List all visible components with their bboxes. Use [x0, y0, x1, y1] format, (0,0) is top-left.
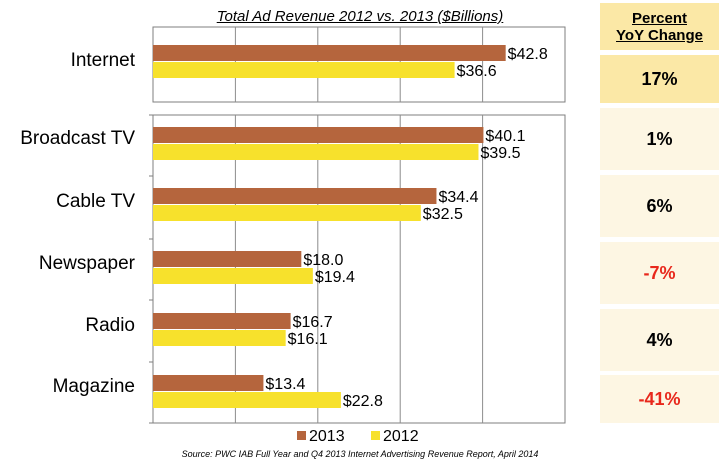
yoy-value-cable-tv: 6%	[600, 175, 719, 237]
bar-chart: Internet Broadcast TV Cable TV Newspaper Rad…	[20, 26, 566, 445]
category-label: Internet	[71, 50, 136, 71]
bar-2012	[153, 268, 313, 284]
data-label-2013: $40.1	[485, 128, 525, 145]
data-label-2013: $16.7	[293, 314, 333, 331]
category-label: Magazine	[53, 376, 135, 397]
bar-2013	[153, 375, 264, 391]
data-label-2012: $39.5	[480, 145, 520, 162]
data-label-2012: $32.5	[423, 206, 463, 223]
bar-2013	[153, 313, 291, 329]
data-label-2012: $36.6	[457, 63, 497, 80]
data-label-2013: $13.4	[265, 376, 305, 393]
chart-title: Total Ad Revenue 2012 vs. 2013 ($Billion…	[216, 8, 504, 25]
bar-2012	[153, 205, 421, 221]
yoy-value-newspaper: -7%	[600, 242, 719, 304]
category-label: Radio	[85, 315, 135, 336]
yoy-header-line2: YoY Change	[616, 26, 703, 44]
bar-2012	[153, 144, 479, 160]
yoy-value-radio: 4%	[600, 309, 719, 371]
category-label: Broadcast TV	[20, 128, 135, 149]
bar-2012	[153, 62, 455, 78]
data-label-2013: $34.4	[438, 189, 478, 206]
data-label-2012: $19.4	[315, 269, 355, 286]
legend-label-2013: 2013	[309, 428, 345, 445]
yoy-value-magazine: -41%	[600, 375, 719, 423]
data-label-2013: $42.8	[508, 46, 548, 63]
bar-2013	[153, 45, 506, 61]
category-label: Cable TV	[56, 191, 135, 212]
data-label-2012: $22.8	[343, 393, 383, 410]
legend-swatch-2012	[371, 431, 380, 440]
category-label: Newspaper	[39, 253, 136, 274]
yoy-value-internet: 17%	[600, 55, 719, 103]
yoy-header: Percent YoY Change	[600, 3, 719, 50]
bar-2012	[153, 392, 341, 408]
bar-2013	[153, 188, 437, 204]
bar-2013	[153, 251, 302, 267]
bar-2013	[153, 127, 484, 143]
legend-label-2012: 2012	[383, 428, 419, 445]
legend-swatch-2013	[297, 431, 306, 440]
yoy-header-line1: Percent	[631, 9, 688, 27]
data-label-2013: $18.0	[303, 252, 343, 269]
yoy-change-panel: Percent YoY Change 17% 1% 6% -7% 4% -41%	[600, 3, 719, 423]
bar-2012	[153, 330, 286, 346]
data-label-2012: $16.1	[288, 331, 328, 348]
source-note: Source: PWC IAB Full Year and Q4 2013 In…	[181, 449, 539, 459]
yoy-value-broadcast-tv: 1%	[600, 108, 719, 170]
